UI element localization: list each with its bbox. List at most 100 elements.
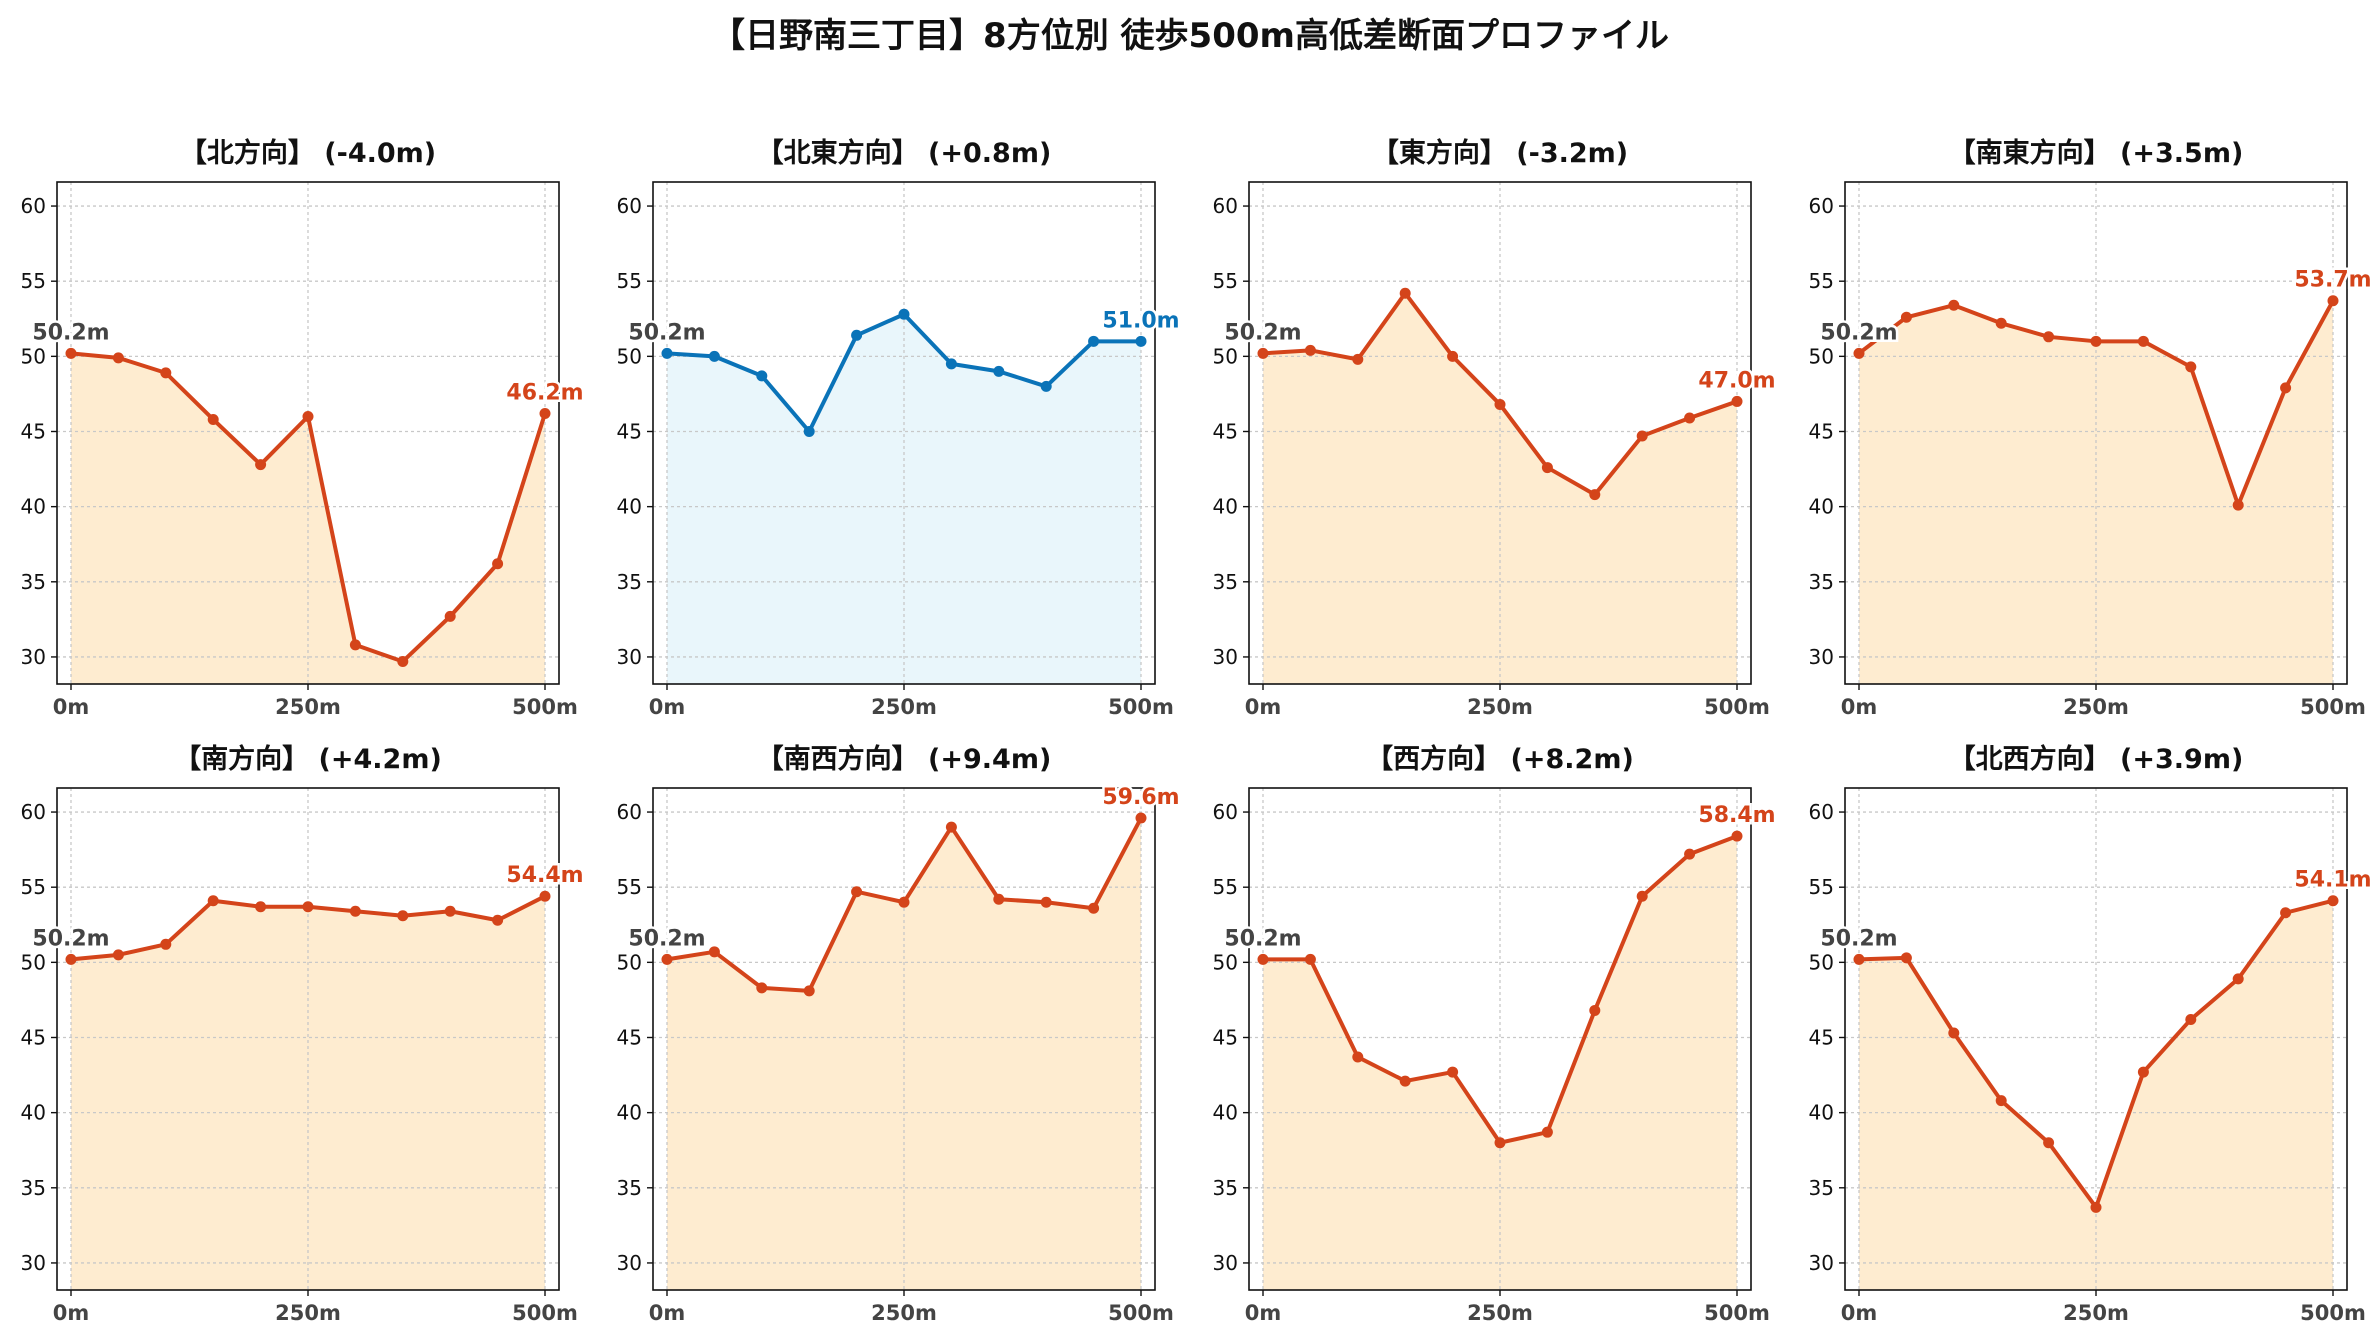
y-tick-label: 40 [21,495,46,519]
x-tick-label: 250m [871,1301,937,1325]
y-tick-label: 45 [617,1025,642,1049]
data-point [302,901,314,913]
figure-title: 【日野南三丁目】8方位別 徒歩500m高低差断面プロファイル [711,16,1669,56]
data-point [1731,830,1743,842]
data-point [1948,299,1960,311]
data-point [1135,335,1147,347]
end-value-label: 58.4m [1698,803,1775,828]
x-tick-label: 0m [53,1301,90,1325]
y-tick-label: 30 [21,1251,46,1275]
data-point [397,655,409,667]
x-tick-label: 500m [512,1301,578,1325]
panel-title: 【北東方向】 (+0.8m) [757,137,1052,169]
chart-panel-5: 30 35 40 45 50 55 60 0m 250m 500m 50.2m 59.6m 【南西方向】… [617,743,1183,1325]
panel-title: 【南東方向】 (+3.5m) [1949,137,2244,169]
data-point [539,407,551,419]
y-tick-label: 60 [617,194,642,218]
start-value-label: 50.2m [1224,926,1301,951]
data-point [444,905,456,917]
y-tick-label: 55 [1809,875,1834,899]
y-tick-label: 50 [1809,344,1834,368]
data-point [2280,907,2292,919]
data-point [2280,382,2292,394]
data-point [2185,361,2197,373]
x-tick-label: 250m [275,695,341,719]
data-point [65,347,77,359]
data-point [2232,499,2244,511]
y-tick-label: 50 [21,344,46,368]
x-tick-label: 500m [1704,1301,1770,1325]
data-point [1447,350,1459,362]
x-tick-label: 500m [2300,695,2366,719]
data-point [993,893,1005,905]
data-point [2043,331,2055,343]
y-tick-label: 60 [1809,800,1834,824]
data-point [1636,890,1648,902]
data-point [207,413,219,425]
data-point [255,459,267,471]
panel-title: 【南方向】 (+4.2m) [174,743,442,775]
data-point [492,914,504,926]
data-point [1589,1004,1601,1016]
x-tick-label: 250m [2063,1301,2129,1325]
x-tick-label: 0m [1841,1301,1878,1325]
data-point [1494,1137,1506,1149]
y-tick-label: 55 [21,269,46,293]
x-tick-label: 250m [1467,1301,1533,1325]
area-fill [71,896,545,1290]
chart-panel-7: 30 35 40 45 50 55 60 0m 250m 500m 50.2m 54.1m 【北西方向】… [1809,743,2375,1325]
data-point [1541,1126,1553,1138]
data-point [708,350,720,362]
x-tick-label: 0m [649,1301,686,1325]
data-point [2327,895,2339,907]
data-point [1399,1075,1411,1087]
y-tick-label: 60 [21,194,46,218]
chart-panel-0: 30 35 40 45 50 55 60 0m 250m 500m 50.2m 46.2m 【北方向】 … [21,137,587,719]
x-tick-label: 500m [1108,695,1174,719]
y-tick-label: 55 [617,875,642,899]
data-point [1853,347,1865,359]
end-value-label: 51.0m [1102,308,1179,333]
x-tick-label: 250m [2063,695,2129,719]
y-tick-label: 40 [21,1101,46,1125]
y-tick-label: 35 [1809,570,1834,594]
data-point [2090,1201,2102,1213]
panel-title: 【東方向】 (-3.2m) [1372,137,1628,169]
y-tick-label: 30 [1213,1251,1238,1275]
data-point [1352,353,1364,365]
data-point [898,896,910,908]
y-tick-label: 60 [1809,194,1834,218]
y-tick-label: 45 [1809,419,1834,443]
data-point [397,910,409,922]
x-tick-label: 0m [53,695,90,719]
data-point [1900,952,1912,964]
data-point [1447,1066,1459,1078]
x-tick-label: 250m [1467,695,1533,719]
data-point [1399,287,1411,299]
data-point [255,901,267,913]
data-point [661,953,673,965]
start-value-label: 50.2m [628,926,705,951]
end-value-label: 54.1m [2294,868,2371,893]
end-value-label: 46.2m [506,380,583,405]
y-tick-label: 40 [1213,495,1238,519]
y-tick-label: 40 [1809,495,1834,519]
start-value-label: 50.2m [1224,320,1301,345]
data-point [1948,1027,1960,1039]
data-point [756,370,768,382]
y-tick-label: 30 [617,1251,642,1275]
start-value-label: 50.2m [628,320,705,345]
end-value-label: 47.0m [1698,368,1775,393]
data-point [851,329,863,341]
y-tick-label: 35 [617,1176,642,1200]
end-value-label: 53.7m [2294,268,2371,293]
data-point [2137,335,2149,347]
data-point [2327,295,2339,307]
panel-title: 【西方向】 (+8.2m) [1366,743,1634,775]
y-tick-label: 50 [617,344,642,368]
y-tick-label: 55 [617,269,642,293]
data-point [803,985,815,997]
data-point [1684,848,1696,860]
data-point [1541,462,1553,474]
